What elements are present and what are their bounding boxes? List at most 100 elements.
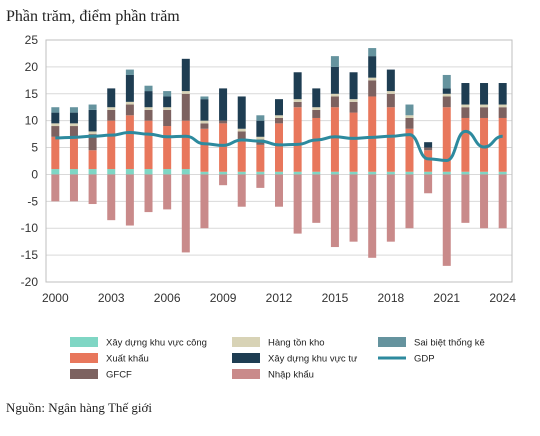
y-axis-title: Phần trăm, điểm phần trăm	[6, 8, 180, 25]
legend-item-public: Xây dựng khu vực công	[70, 337, 207, 349]
bar-imports	[424, 174, 433, 194]
bar-exports	[144, 120, 153, 170]
y-tick-label: 25	[25, 33, 39, 47]
bar-public	[200, 171, 209, 175]
bar-inventory	[368, 77, 377, 81]
x-tick-label: 2003	[98, 291, 125, 305]
bar-public	[312, 171, 321, 175]
bar-private	[144, 91, 153, 108]
bar-public	[69, 169, 78, 175]
bar-inventory	[405, 115, 414, 118]
bar-gfcf	[386, 93, 395, 108]
bar-private	[386, 69, 395, 92]
bar-gfcf	[424, 147, 433, 151]
x-tick-label: 2006	[154, 291, 181, 305]
bar-private	[200, 99, 209, 121]
bar-imports	[144, 174, 153, 213]
bar-exports	[424, 150, 433, 172]
bar-private	[163, 96, 172, 108]
bar-gfcf	[51, 126, 60, 137]
bar-exports	[349, 112, 358, 172]
y-tick-label: 20	[25, 60, 39, 74]
legend-label: Nhập khẩu	[268, 370, 314, 381]
bar-public	[349, 171, 358, 175]
bar-public	[256, 171, 265, 175]
bar-public	[219, 171, 228, 175]
bar-inventory	[442, 93, 451, 97]
bar-discrepancy	[405, 104, 414, 116]
bar-public	[330, 171, 339, 175]
bar-exports	[330, 107, 339, 172]
bar-gfcf	[69, 126, 78, 137]
bar-public	[144, 169, 153, 175]
x-tick-label: 2012	[266, 291, 293, 305]
bar-exports	[69, 136, 78, 170]
bar-exports	[386, 107, 395, 172]
bar-gfcf	[125, 104, 134, 116]
bar-public	[442, 171, 451, 175]
bar-imports	[480, 174, 489, 229]
bar-gfcf	[349, 101, 358, 113]
bar-exports	[88, 150, 97, 170]
legend-item-gdp: GDP	[378, 354, 435, 365]
bar-discrepancy	[442, 74, 451, 89]
bar-imports	[368, 174, 377, 258]
bar-public	[275, 171, 283, 175]
bar-public	[51, 169, 60, 175]
bar-exports	[125, 115, 134, 170]
bar-public	[405, 171, 414, 175]
bar-exports	[200, 128, 209, 172]
bar-imports	[51, 174, 60, 202]
legend-swatch	[232, 337, 260, 347]
bar-private	[107, 88, 116, 108]
bar-exports	[256, 144, 265, 172]
bar-gfcf	[498, 107, 507, 118]
legend-label: GFCF	[106, 370, 132, 381]
bar-inventory	[163, 107, 172, 110]
bar-private	[442, 88, 451, 94]
bar-exports	[498, 117, 507, 172]
bar-exports	[442, 107, 451, 172]
stacked-bar-chart: -20 -15 -10 -5 0 5 10 15 20 25 2000 2003 2006 2009 201…	[21, 33, 517, 381]
bar-discrepancy	[69, 107, 78, 113]
legend-label: Xuất khẩu	[106, 354, 149, 365]
legend-swatch	[378, 337, 406, 347]
legend-item-inventory: Hàng tồn kho	[232, 337, 325, 349]
bar-imports	[293, 174, 302, 234]
legend-label: Xây dựng khu vực công	[106, 338, 207, 349]
bar-gfcf	[293, 101, 302, 108]
bar-inventory	[330, 93, 339, 97]
bar-exports	[461, 117, 470, 172]
bar-imports	[312, 174, 321, 223]
bar-private	[237, 96, 246, 129]
bar-gfcf	[368, 80, 377, 97]
bar-public	[125, 169, 134, 175]
legend-label: Xây dựng khu vực tư	[268, 354, 358, 365]
bar-gfcf	[237, 131, 246, 140]
bar-public	[386, 171, 395, 175]
bar-imports	[181, 174, 190, 253]
bar-discrepancy	[330, 56, 339, 67]
bar-inventory	[88, 131, 97, 135]
bar-imports	[275, 174, 283, 207]
bar-public	[237, 171, 246, 175]
y-tick-label: 0	[31, 167, 38, 181]
bar-imports	[442, 174, 451, 266]
bar-inventory	[275, 115, 283, 118]
x-tick-label: 2000	[42, 291, 69, 305]
y-tick-label: 10	[25, 114, 39, 128]
bar-inventory	[480, 104, 489, 108]
x-tick-label: 2024	[489, 291, 516, 305]
legend-swatch	[232, 369, 260, 379]
bar-imports	[163, 174, 172, 210]
bar-gfcf	[163, 109, 172, 127]
bar-private	[181, 58, 190, 92]
bar-exports	[405, 128, 414, 172]
legend-swatch	[70, 369, 98, 379]
bar-exports	[293, 107, 302, 172]
y-tick-label: 15	[25, 87, 39, 101]
bar-gfcf	[200, 123, 209, 129]
bar-exports	[51, 136, 60, 170]
bar-inventory	[144, 107, 153, 110]
bar-public	[480, 171, 489, 175]
